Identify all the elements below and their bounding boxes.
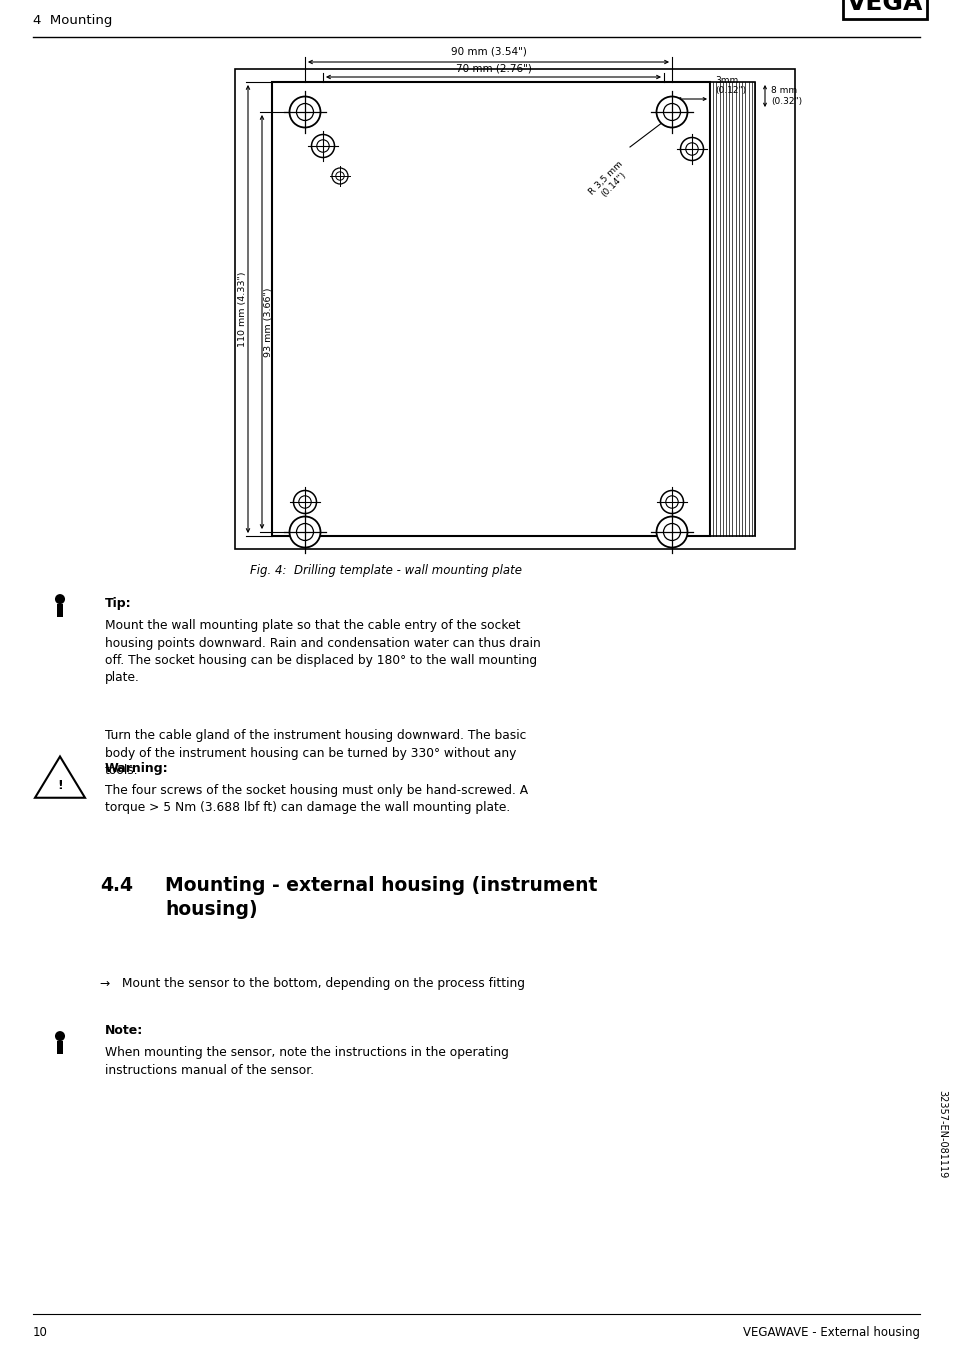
Text: 90 mm (3.54"): 90 mm (3.54") [450, 46, 526, 56]
Text: VEGAWAVE - External housing: VEGAWAVE - External housing [742, 1326, 919, 1339]
Bar [57, 1041, 63, 1055]
Bar [272, 83, 709, 536]
Text: Note:: Note: [105, 1024, 143, 1037]
Text: 4  Mounting: 4 Mounting [33, 14, 112, 27]
Circle shape [662, 103, 679, 121]
Text: The four screws of the socket housing must only be hand-screwed. A
torque > 5 Nm: The four screws of the socket housing mu… [105, 784, 528, 815]
Circle shape [679, 138, 702, 161]
Circle shape [662, 524, 679, 540]
Text: 93 mm (3.66"): 93 mm (3.66") [263, 287, 273, 356]
Text: 70 mm (2.76"): 70 mm (2.76") [456, 64, 531, 73]
Text: Warning:: Warning: [105, 762, 169, 774]
Text: VEGA: VEGA [846, 0, 923, 15]
Text: Mounting - external housing (instrument
housing): Mounting - external housing (instrument … [165, 876, 597, 919]
Bar [709, 83, 754, 536]
Text: 10: 10 [33, 1326, 48, 1339]
Circle shape [332, 168, 348, 184]
Text: Tip:: Tip: [105, 597, 132, 611]
Circle shape [298, 496, 311, 508]
Text: Fig. 4:  Drilling template - wall mounting plate: Fig. 4: Drilling template - wall mountin… [250, 565, 521, 577]
Circle shape [685, 142, 698, 156]
Circle shape [656, 96, 687, 127]
Text: When mounting the sensor, note the instructions in the operating
instructions ma: When mounting the sensor, note the instr… [105, 1047, 508, 1076]
Text: 8 mm
(0.32"): 8 mm (0.32") [770, 87, 801, 106]
Text: 3mm
(0.12"): 3mm (0.12") [714, 76, 745, 95]
Circle shape [312, 134, 335, 157]
Circle shape [656, 516, 687, 547]
Text: 32357-EN-081119: 32357-EN-081119 [936, 1090, 946, 1178]
Circle shape [296, 103, 314, 121]
Text: Mount the wall mounting plate so that the cable entry of the socket
housing poin: Mount the wall mounting plate so that th… [105, 619, 540, 685]
Circle shape [335, 172, 344, 180]
Text: !: ! [57, 779, 63, 792]
Circle shape [296, 524, 314, 540]
Text: 110 mm (4.33"): 110 mm (4.33") [237, 271, 246, 347]
Circle shape [55, 1030, 65, 1041]
Bar [57, 604, 63, 617]
Text: →   Mount the sensor to the bottom, depending on the process fitting: → Mount the sensor to the bottom, depend… [100, 978, 524, 990]
Circle shape [316, 139, 329, 152]
Circle shape [289, 516, 320, 547]
Text: Turn the cable gland of the instrument housing downward. The basic
body of the i: Turn the cable gland of the instrument h… [105, 728, 526, 777]
Circle shape [659, 490, 682, 513]
Bar [234, 69, 794, 548]
Circle shape [294, 490, 316, 513]
Text: R 3,5 mm
(0.14"): R 3,5 mm (0.14") [587, 158, 632, 203]
Text: 4.4: 4.4 [100, 876, 132, 895]
Circle shape [55, 594, 65, 604]
Circle shape [665, 496, 678, 508]
Circle shape [289, 96, 320, 127]
Polygon shape [35, 757, 85, 798]
